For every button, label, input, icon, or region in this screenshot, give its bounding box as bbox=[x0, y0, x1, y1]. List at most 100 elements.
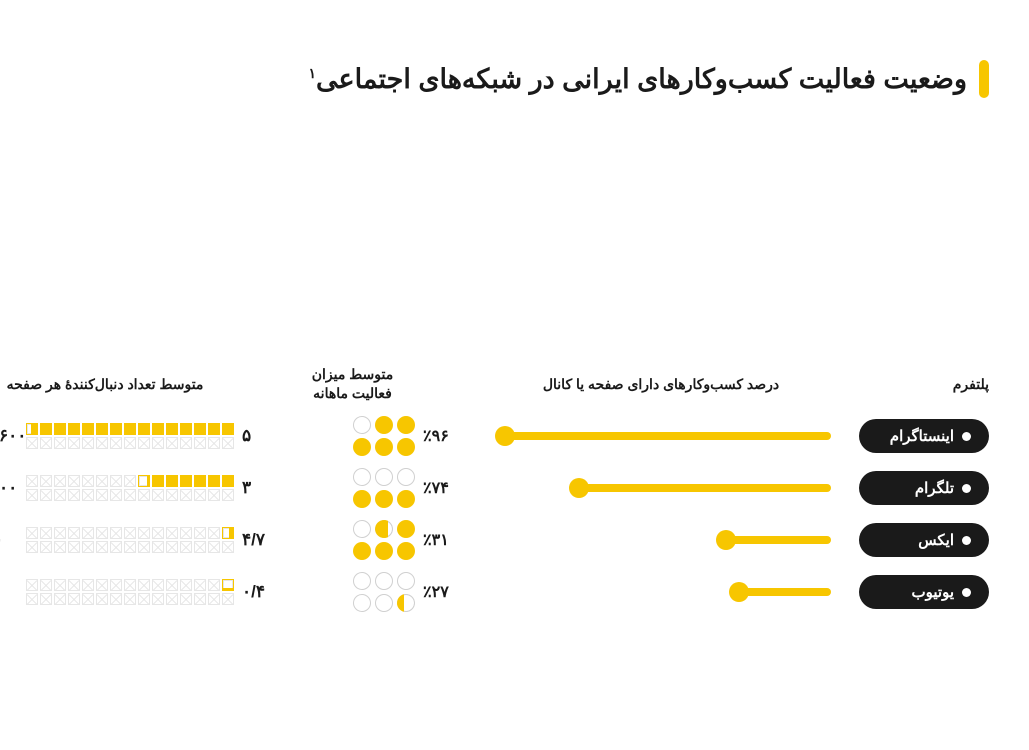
follower-square bbox=[138, 579, 150, 591]
pill-dot-icon bbox=[962, 588, 971, 597]
page-title: وضعیت فعالیت کسب‌وکارهای ایرانی در شبکه‌… bbox=[309, 64, 967, 95]
follower-square bbox=[138, 475, 150, 487]
follower-square bbox=[152, 475, 164, 487]
data-row: یوتیوب٪۲۷۰/۴۵۹ bbox=[40, 566, 989, 618]
follower-square bbox=[138, 423, 150, 435]
social-activity-chart: پلتفرم درصد کسب‌وکارهای دارای صفحه یا کا… bbox=[40, 358, 989, 618]
percent-value: ٪۲۷ bbox=[423, 582, 483, 602]
follower-square bbox=[222, 593, 234, 605]
follower-square bbox=[180, 489, 192, 501]
percent-value: ٪۳۱ bbox=[423, 530, 483, 550]
follower-square bbox=[208, 423, 220, 435]
follower-square bbox=[166, 489, 178, 501]
follower-square bbox=[208, 579, 220, 591]
follower-square bbox=[124, 541, 136, 553]
follower-square bbox=[110, 527, 122, 539]
follower-square bbox=[194, 527, 206, 539]
follower-square bbox=[26, 579, 38, 591]
follower-square bbox=[124, 475, 136, 487]
follower-square bbox=[166, 423, 178, 435]
follower-square bbox=[68, 423, 80, 435]
title-text: وضعیت فعالیت کسب‌وکارهای ایرانی در شبکه‌… bbox=[316, 64, 967, 94]
activity-dot bbox=[353, 490, 371, 508]
follower-square bbox=[40, 527, 52, 539]
follower-square bbox=[26, 475, 38, 487]
platform-label: اینستاگرام bbox=[890, 427, 954, 445]
follower-square bbox=[152, 593, 164, 605]
pill-dot-icon bbox=[962, 484, 971, 493]
follower-square bbox=[82, 489, 94, 501]
follower-square bbox=[110, 423, 122, 435]
follower-square bbox=[110, 437, 122, 449]
activity-dot bbox=[397, 572, 415, 590]
follower-square bbox=[68, 541, 80, 553]
activity-dot bbox=[353, 542, 371, 560]
follower-square bbox=[40, 475, 52, 487]
follower-square bbox=[96, 541, 108, 553]
follower-square bbox=[26, 423, 38, 435]
data-row: اینستاگرام٪۹۶۵۱۴,۶۰۰ bbox=[40, 410, 989, 462]
follower-square bbox=[222, 489, 234, 501]
activity-dots bbox=[290, 416, 415, 456]
follower-square bbox=[124, 593, 136, 605]
follower-square bbox=[40, 593, 52, 605]
follower-square bbox=[96, 489, 108, 501]
follower-square bbox=[82, 541, 94, 553]
follower-square bbox=[40, 579, 52, 591]
title-footnote: ۱ bbox=[309, 65, 317, 81]
follower-square bbox=[26, 437, 38, 449]
activity-value: ۵ bbox=[242, 426, 282, 446]
platform-label: تلگرام bbox=[915, 479, 954, 497]
activity-dot bbox=[397, 438, 415, 456]
follower-square bbox=[54, 423, 66, 435]
follower-square bbox=[194, 437, 206, 449]
follower-squares bbox=[44, 423, 234, 449]
activity-dot bbox=[353, 520, 371, 538]
activity-dot bbox=[353, 438, 371, 456]
page-title-wrap: وضعیت فعالیت کسب‌وکارهای ایرانی در شبکه‌… bbox=[40, 60, 989, 98]
bar-knob-icon bbox=[495, 426, 515, 446]
follower-square bbox=[194, 423, 206, 435]
follower-square bbox=[54, 527, 66, 539]
data-row: تلگرام٪۷۴۳۶,۲۰۰ bbox=[40, 462, 989, 514]
hdr-activity: متوسط میزان فعالیت ماهانه bbox=[290, 365, 415, 403]
activity-dot bbox=[375, 520, 393, 538]
follower-square bbox=[166, 475, 178, 487]
follower-square bbox=[96, 593, 108, 605]
follower-square bbox=[54, 475, 66, 487]
percent-bar bbox=[491, 419, 831, 453]
follower-square bbox=[194, 541, 206, 553]
activity-dot bbox=[397, 594, 415, 612]
percent-bar bbox=[491, 471, 831, 505]
follower-square bbox=[82, 593, 94, 605]
platform-label: یوتیوب bbox=[912, 583, 955, 601]
follower-square bbox=[222, 423, 234, 435]
follower-square bbox=[26, 541, 38, 553]
follower-square bbox=[222, 541, 234, 553]
activity-dot bbox=[397, 520, 415, 538]
follower-square bbox=[110, 475, 122, 487]
follower-square bbox=[222, 475, 234, 487]
follower-square bbox=[26, 527, 38, 539]
follower-square bbox=[208, 527, 220, 539]
follower-square bbox=[82, 579, 94, 591]
hdr-platform: پلتفرم bbox=[839, 375, 989, 394]
platform-pill: اینستاگرام bbox=[859, 419, 989, 453]
follower-square bbox=[138, 541, 150, 553]
activity-dot bbox=[397, 542, 415, 560]
follower-square bbox=[82, 423, 94, 435]
follower-square bbox=[138, 437, 150, 449]
follower-square bbox=[166, 579, 178, 591]
follower-square bbox=[40, 437, 52, 449]
bar-knob-icon bbox=[716, 530, 736, 550]
follower-square bbox=[54, 541, 66, 553]
follower-square bbox=[124, 489, 136, 501]
follower-square bbox=[54, 579, 66, 591]
platform-pill: یوتیوب bbox=[859, 575, 989, 609]
follower-square bbox=[124, 437, 136, 449]
follower-square bbox=[152, 579, 164, 591]
follower-squares bbox=[44, 579, 234, 605]
follower-square bbox=[194, 475, 206, 487]
follower-square bbox=[152, 489, 164, 501]
platform-pill: ایکس bbox=[859, 523, 989, 557]
